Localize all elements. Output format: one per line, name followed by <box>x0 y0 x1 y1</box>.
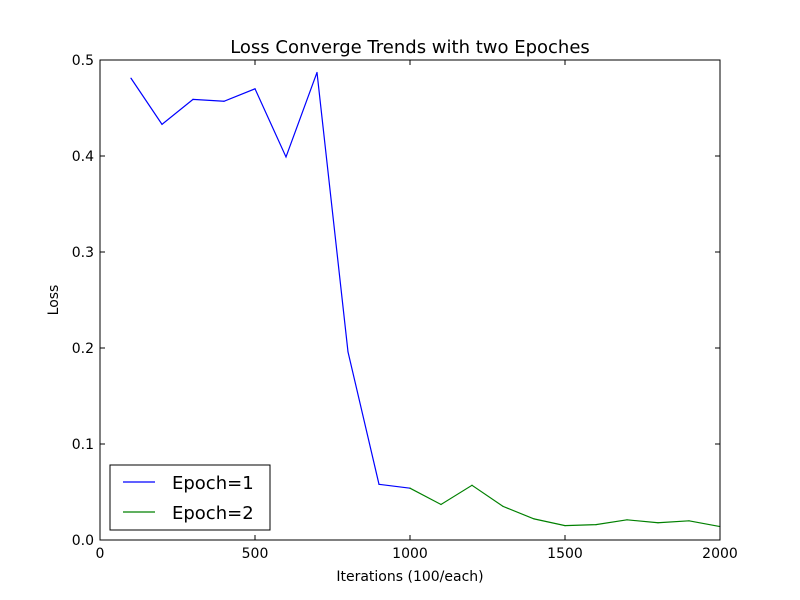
data-point-epoch-2 <box>626 519 628 521</box>
data-point-epoch-1 <box>347 351 349 353</box>
chart-title: Loss Converge Trends with two Epoches <box>230 37 590 58</box>
data-point-epoch-1 <box>130 77 132 79</box>
data-point-epoch-2 <box>409 487 411 489</box>
data-point-epoch-1 <box>316 71 318 74</box>
data-point-epoch-1 <box>223 100 225 102</box>
axis-ticks: 0 500 1000 1500 2000 0.0 0.1 0.2 0.3 0.4 0.5 <box>72 53 738 562</box>
data-point-epoch-1 <box>192 98 194 100</box>
data-point-epoch-1 <box>161 123 163 125</box>
legend-label-epoch-2: Epoch=2 <box>172 503 254 524</box>
data-point-epoch-2 <box>533 518 535 520</box>
legend-box <box>109 464 271 531</box>
y-tick-label: 0.5 <box>72 53 94 69</box>
legend: Epoch=1 Epoch=2 <box>109 464 271 531</box>
data-point-epoch-1 <box>285 156 287 158</box>
data-point-epoch-2 <box>688 520 690 522</box>
y-tick-label: 0.0 <box>72 533 94 549</box>
data-point-epoch-2 <box>440 503 442 506</box>
data-point-epoch-1 <box>254 88 256 90</box>
x-tick-label: 1000 <box>392 546 428 562</box>
data-point-epoch-2 <box>502 505 504 507</box>
y-tick-label: 0.3 <box>72 245 94 261</box>
x-tick-label: 500 <box>242 546 269 562</box>
data-point-epoch-2 <box>471 484 473 486</box>
series-line-epoch-2 <box>409 484 721 528</box>
x-tick-label: 1500 <box>547 546 583 562</box>
series-line-epoch-1 <box>130 72 411 489</box>
x-axis-label: Iterations (100/each) <box>336 569 483 585</box>
y-tick-label: 0.2 <box>72 341 94 357</box>
legend-label-epoch-1: Epoch=1 <box>172 473 254 494</box>
x-tick-label: 0 <box>96 546 105 562</box>
data-point-epoch-2 <box>595 524 597 526</box>
data-point-epoch-2 <box>564 525 566 527</box>
series-layer <box>130 71 721 528</box>
x-tick-label: 2000 <box>702 546 738 562</box>
y-axis-label: Loss <box>46 285 62 316</box>
y-tick-label: 0.1 <box>72 437 94 453</box>
data-point-epoch-2 <box>657 522 659 524</box>
y-tick-label: 0.4 <box>72 149 94 165</box>
data-point-epoch-1 <box>378 483 380 485</box>
